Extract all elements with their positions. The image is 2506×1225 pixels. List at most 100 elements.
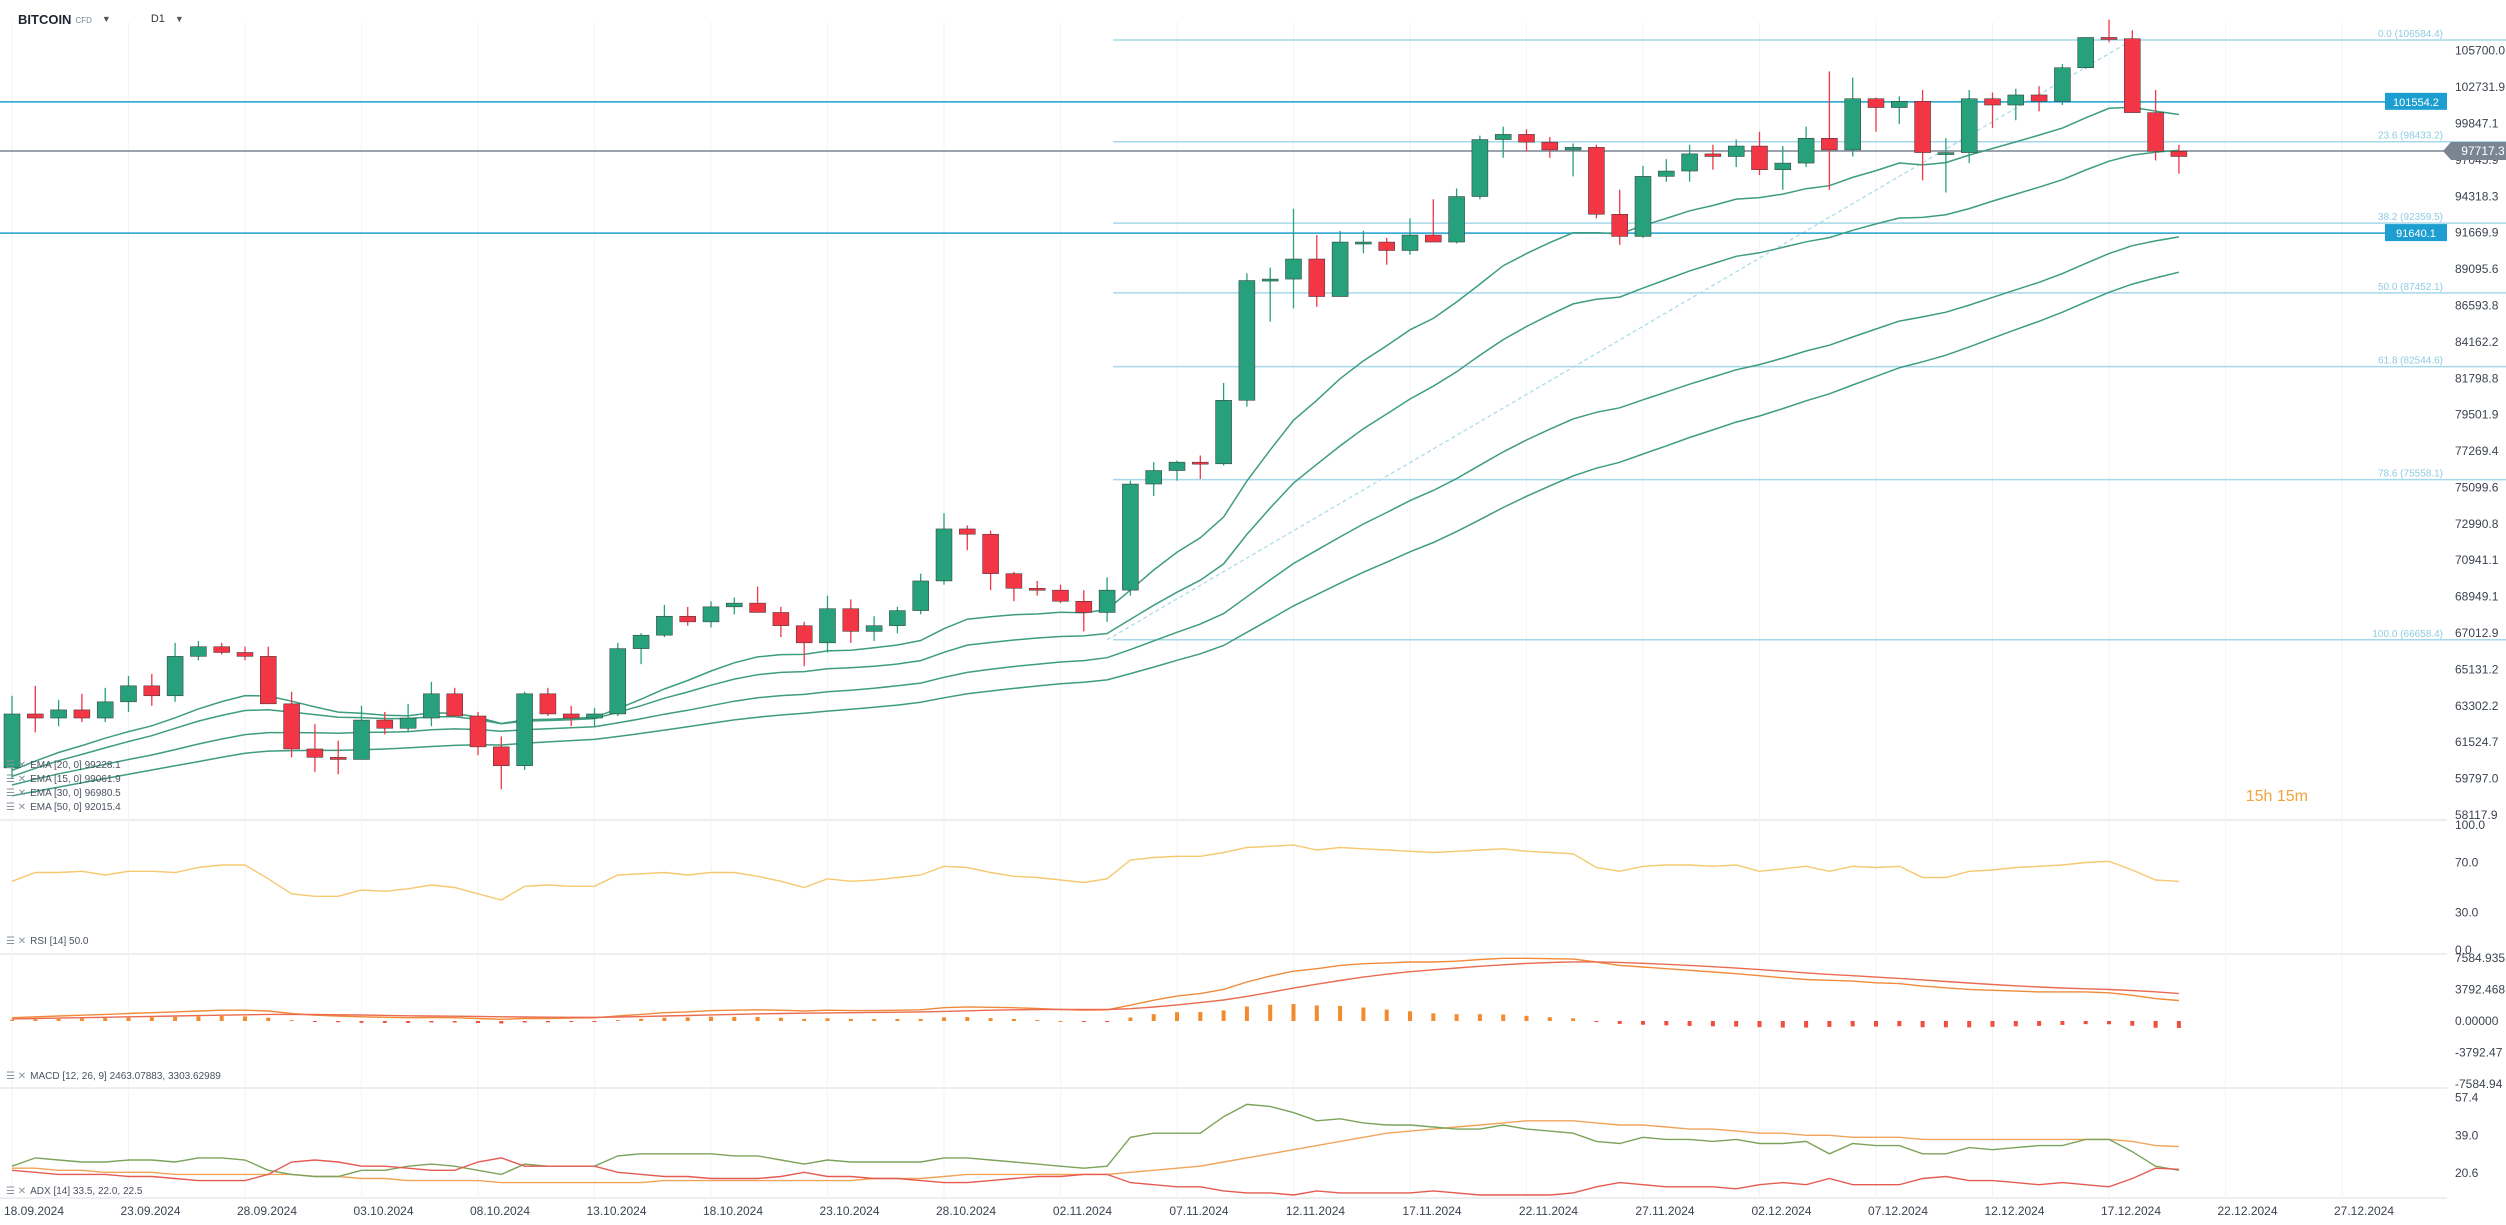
candle-body <box>1774 162 1792 170</box>
candle-body <box>1588 147 1605 215</box>
price-axis-tick: 68949.1 <box>2455 590 2499 604</box>
macd-histogram-bar <box>1291 1004 1296 1021</box>
candle-body <box>1192 461 1209 465</box>
time-axis-tick: 07.12.2024 <box>1868 1204 1928 1218</box>
candle-body <box>865 625 883 632</box>
macd-histogram-bar <box>79 1018 84 1021</box>
indicator-menu-icon[interactable]: ☰ ✕ <box>6 1186 27 1197</box>
candle-body <box>3 713 21 769</box>
macd-histogram-bar <box>359 1021 364 1023</box>
price-axis-tick: 105700.0 <box>2455 44 2505 58</box>
candle-body <box>213 646 230 653</box>
macd-histogram-bar <box>1384 1009 1389 1021</box>
candle-body <box>329 757 347 760</box>
macd-histogram-bar <box>1780 1021 1785 1028</box>
symbol-name[interactable]: BITCOIN <box>18 11 72 27</box>
price-axis-tick: 59797.0 <box>2455 772 2499 786</box>
time-axis-tick: 28.10.2024 <box>936 1204 996 1218</box>
price-axis-tick: 89095.6 <box>2455 262 2499 276</box>
macd-axis-tick: 3792.468 <box>2455 983 2505 997</box>
indicator-menu-icon[interactable]: ☰ ✕ <box>6 1071 27 1082</box>
macd-histogram-bar <box>243 1016 247 1021</box>
timeframe-dropdown-icon[interactable]: ▼ <box>174 14 184 24</box>
legend-rsi[interactable]: ☰ ✕ RSI [14] 50.0 <box>6 936 89 947</box>
resistance-price-box <box>2385 92 2447 110</box>
macd-histogram-bar <box>1314 1005 1319 1021</box>
macd-histogram-bar <box>709 1016 713 1021</box>
rsi-axis-tick: 0.0 <box>2455 943 2472 957</box>
candle-body <box>1821 137 1838 151</box>
candle-body <box>1751 145 1768 170</box>
candle-body <box>749 602 766 613</box>
macd-histogram-bar <box>2130 1021 2135 1026</box>
candle-body <box>795 625 813 644</box>
macd-histogram-bar <box>2176 1021 2181 1028</box>
macd-histogram-bar <box>895 1019 900 1021</box>
macd-histogram-bar <box>1058 1020 1063 1022</box>
macd-histogram-bar <box>988 1018 993 1021</box>
candle-body <box>1168 461 1186 471</box>
price-axis-tick: 94318.3 <box>2455 189 2499 203</box>
indicator-menu-icon[interactable]: ☰ ✕ <box>6 802 27 813</box>
candle-body <box>1960 98 1978 153</box>
macd-histogram-bar <box>1967 1021 1972 1028</box>
candle-body <box>1867 98 1885 108</box>
macd-histogram-bar <box>312 1021 317 1022</box>
candle-body <box>190 646 207 657</box>
candle-body <box>2147 112 2164 152</box>
candle-body <box>1122 483 1139 591</box>
time-axis-tick: 18.09.2024 <box>4 1204 64 1218</box>
macd-histogram-bar <box>522 1021 527 1023</box>
fib-trend-line <box>1106 39 2133 641</box>
candle-body <box>609 648 627 715</box>
macd-histogram-bar <box>2037 1021 2042 1026</box>
candle-body <box>2124 38 2141 113</box>
indicator-menu-icon[interactable]: ☰ ✕ <box>6 788 27 799</box>
price-axis-tick: 102731.9 <box>2455 80 2505 94</box>
fib-level-label: 100.0 (66658.4) <box>2372 629 2443 640</box>
candle-body <box>1564 147 1582 151</box>
macd-histogram-bar <box>732 1016 737 1021</box>
candle-body <box>1704 153 1722 157</box>
legend-adx[interactable]: ☰ ✕ ADX [14] 33.5, 22.0, 22.5 <box>6 1186 143 1197</box>
timeframe-selector[interactable]: D1 <box>150 13 165 25</box>
rsi-axis-tick: 30.0 <box>2455 906 2479 920</box>
time-axis-tick: 22.11.2024 <box>1519 1204 1578 1218</box>
ema-line <box>11 271 2180 797</box>
candle-body <box>1331 241 1349 297</box>
macd-axis-tick: -3792.47 <box>2455 1046 2503 1060</box>
price-axis-tick: 75099.6 <box>2455 480 2499 494</box>
indicator-menu-icon[interactable]: ☰ ✕ <box>6 760 27 771</box>
macd-histogram-bar <box>476 1021 480 1024</box>
macd-histogram-bar <box>56 1018 61 1021</box>
candle-body <box>1355 241 1372 245</box>
candle-body <box>959 528 976 535</box>
macd-histogram-bar <box>1897 1021 1902 1027</box>
price-axis-tick: 86593.8 <box>2455 298 2499 312</box>
time-axis-tick: 23.09.2024 <box>120 1204 180 1218</box>
indicator-menu-icon[interactable]: ☰ ✕ <box>6 936 27 947</box>
macd-histogram-bar <box>778 1017 783 1021</box>
legend-macd[interactable]: ☰ ✕ MACD [12, 26, 9] 2463.07883, 3303.629… <box>6 1071 221 1082</box>
macd-histogram-bar <box>1943 1021 1948 1028</box>
candle-body <box>1238 280 1256 401</box>
indicator-menu-icon[interactable]: ☰ ✕ <box>6 774 27 785</box>
macd-histogram-bar <box>1524 1015 1529 1021</box>
candle-body <box>1681 153 1698 172</box>
macd-histogram-bar <box>1664 1021 1669 1026</box>
support-price-box <box>2385 224 2447 242</box>
price-axis-tick: 61524.7 <box>2455 735 2499 749</box>
legend-ema15[interactable]: ☰ ✕ EMA [15, 0] 99061.9 <box>6 774 121 785</box>
legend-ema20[interactable]: ☰ ✕ EMA [20, 0] 99228.1 <box>6 760 121 771</box>
macd-histogram-bar <box>825 1018 830 1021</box>
macd-histogram-bar <box>1128 1017 1133 1021</box>
macd-histogram-bar <box>1827 1021 1832 1027</box>
legend-ema50[interactable]: ☰ ✕ EMA [50, 0] 92015.4 <box>6 802 121 813</box>
legend-ema30[interactable]: ☰ ✕ EMA [30, 0] 96980.5 <box>6 788 121 799</box>
symbol-dropdown-icon[interactable]: ▼ <box>101 14 111 24</box>
adx-axis-tick: 20.6 <box>2455 1166 2479 1180</box>
candle-body <box>399 717 417 729</box>
macd-histogram-bar <box>1221 1010 1226 1021</box>
time-axis-tick: 03.10.2024 <box>353 1204 413 1218</box>
